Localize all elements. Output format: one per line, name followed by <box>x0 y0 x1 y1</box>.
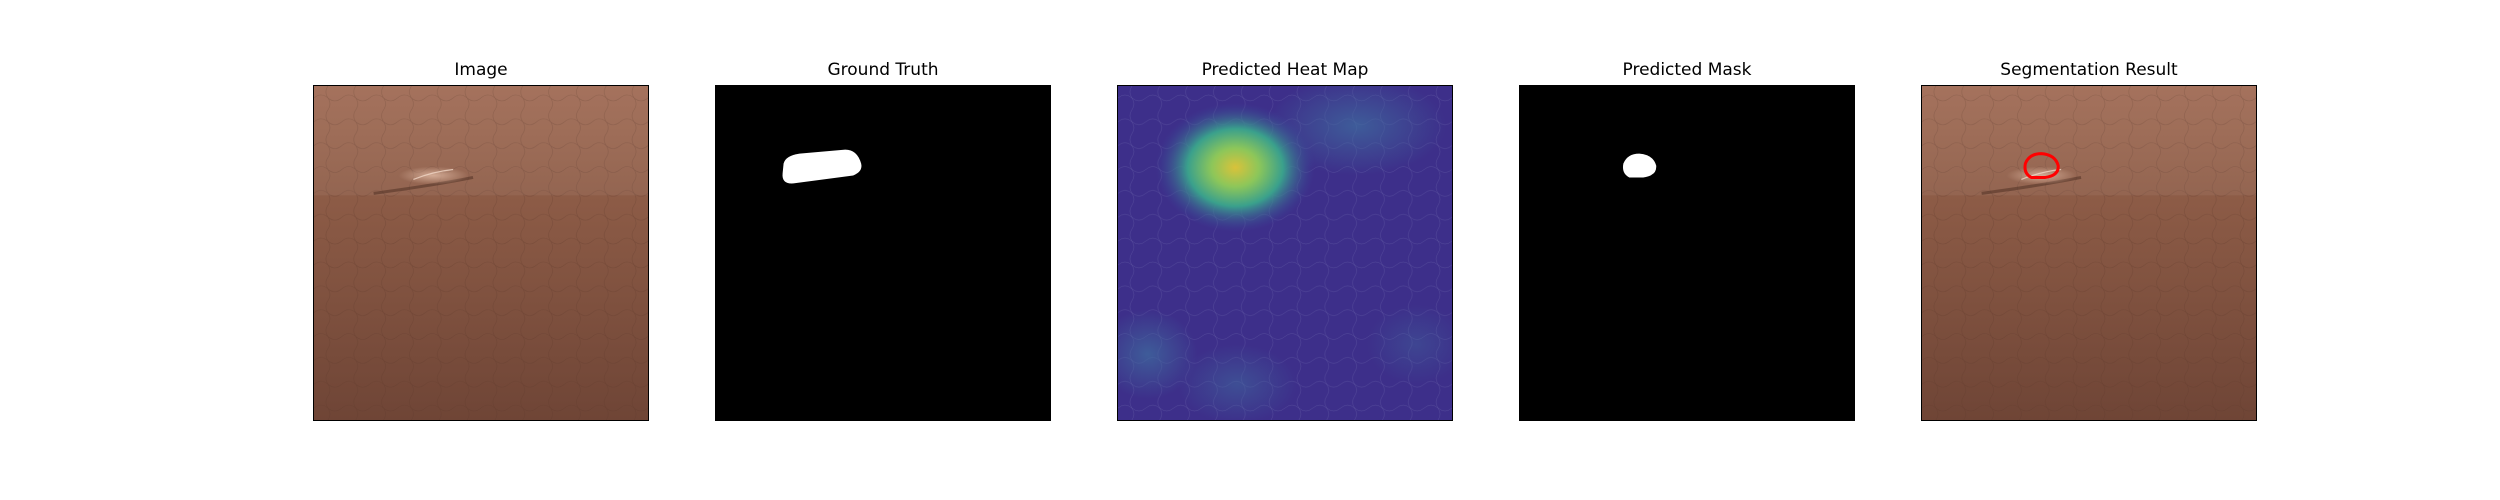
ground-truth-region <box>782 149 862 184</box>
panel-heat-map: Predicted Heat Map <box>1117 0 1453 500</box>
heat-hotspot <box>1155 102 1315 233</box>
panel-title-segmentation-result: Segmentation Result <box>2000 60 2178 80</box>
heat-map <box>1118 86 1452 420</box>
panel-predicted-mask: Predicted Mask <box>1519 0 1855 500</box>
panel-ground-truth: Ground Truth <box>715 0 1051 500</box>
panel-image: Image <box>313 0 649 500</box>
leather-image <box>314 86 648 420</box>
predicted-mask <box>1520 86 1854 420</box>
segmentation-result-view <box>1921 85 2257 421</box>
segmentation-contour <box>2023 152 2060 179</box>
image-view <box>313 85 649 421</box>
ground-truth-view <box>715 85 1051 421</box>
panel-title-ground-truth: Ground Truth <box>827 60 939 80</box>
panel-title-image: Image <box>454 60 508 80</box>
panel-segmentation-result: Segmentation Result <box>1921 0 2257 500</box>
predicted-region <box>1622 153 1657 178</box>
segmentation-overlay <box>1922 86 2256 420</box>
panel-title-heat-map: Predicted Heat Map <box>1201 60 1369 80</box>
panel-title-predicted-mask: Predicted Mask <box>1622 60 1752 80</box>
predicted-mask-view <box>1519 85 1855 421</box>
ground-truth-mask <box>716 86 1050 420</box>
heat-map-view <box>1117 85 1453 421</box>
